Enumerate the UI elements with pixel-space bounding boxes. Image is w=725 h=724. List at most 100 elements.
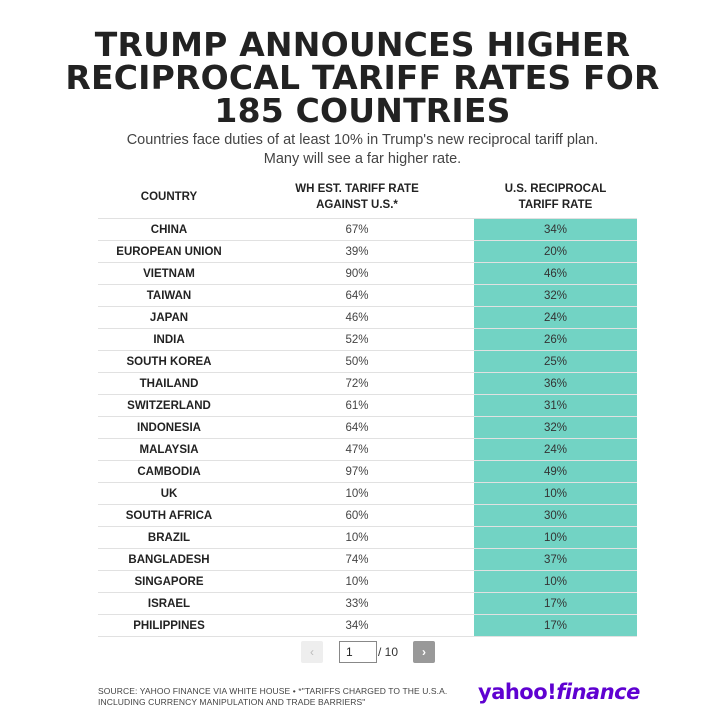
cell-country: BANGLADESH — [98, 548, 240, 571]
cell-country: SOUTH AFRICA — [98, 504, 240, 527]
cell-us-rate: 10% — [474, 482, 637, 505]
cell-wh-rate: 64% — [240, 416, 474, 439]
subtitle: Countries face duties of at least 10% in… — [80, 131, 645, 169]
table-row: THAILAND 72% 36% — [98, 372, 637, 395]
cell-country: CAMBODIA — [98, 460, 240, 483]
logo-yahoo: yahoo — [478, 680, 548, 704]
cell-us-rate: 46% — [474, 262, 637, 285]
cell-country: SWITZERLAND — [98, 394, 240, 417]
table-row: PHILIPPINES 34% 17% — [98, 614, 637, 637]
cell-us-rate: 31% — [474, 394, 637, 417]
cell-country: CHINA — [98, 218, 240, 241]
cell-us-rate: 24% — [474, 438, 637, 461]
page-title: TRUMP ANNOUNCES HIGHER RECIPROCAL TARIFF… — [0, 28, 725, 127]
cell-country: UK — [98, 482, 240, 505]
cell-us-rate: 10% — [474, 526, 637, 549]
header-line: WH EST. TARIFF RATE — [295, 183, 419, 195]
cell-us-rate: 34% — [474, 218, 637, 241]
column-header-us-rate[interactable]: U.S. RECIPROCAL TARIFF RATE — [474, 176, 637, 219]
cell-us-rate: 32% — [474, 416, 637, 439]
cell-us-rate: 26% — [474, 328, 637, 351]
table-row: BANGLADESH 74% 37% — [98, 548, 637, 571]
cell-country: INDONESIA — [98, 416, 240, 439]
cell-wh-rate: 90% — [240, 262, 474, 285]
title-line: TRUMP ANNOUNCES HIGHER — [94, 25, 631, 64]
cell-country: SOUTH KOREA — [98, 350, 240, 373]
cell-wh-rate: 74% — [240, 548, 474, 571]
cell-wh-rate: 39% — [240, 240, 474, 263]
cell-country: EUROPEAN UNION — [98, 240, 240, 263]
table-row: CHINA 67% 34% — [98, 218, 637, 241]
page-number-input[interactable]: 1 — [339, 641, 377, 663]
pagination: ‹ 1 / 10 › — [0, 641, 725, 665]
cell-us-rate: 17% — [474, 592, 637, 615]
table-header-row: COUNTRY WH EST. TARIFF RATE AGAINST U.S.… — [98, 176, 637, 219]
tariff-table: COUNTRY WH EST. TARIFF RATE AGAINST U.S.… — [98, 176, 637, 637]
cell-wh-rate: 61% — [240, 394, 474, 417]
cell-wh-rate: 10% — [240, 570, 474, 593]
table-row: UK 10% 10% — [98, 482, 637, 505]
cell-country: BRAZIL — [98, 526, 240, 549]
table-row: VIETNAM 90% 46% — [98, 262, 637, 285]
cell-us-rate: 20% — [474, 240, 637, 263]
table-row: BRAZIL 10% 10% — [98, 526, 637, 549]
source-note: SOURCE: YAHOO FINANCE VIA WHITE HOUSE • … — [98, 686, 478, 708]
subtitle-line: Many will see a far higher rate. — [263, 151, 462, 167]
cell-wh-rate: 34% — [240, 614, 474, 637]
cell-wh-rate: 33% — [240, 592, 474, 615]
cell-wh-rate: 46% — [240, 306, 474, 329]
table-row: INDONESIA 64% 32% — [98, 416, 637, 439]
cell-us-rate: 25% — [474, 350, 637, 373]
cell-wh-rate: 67% — [240, 218, 474, 241]
table-row: SINGAPORE 10% 10% — [98, 570, 637, 593]
cell-country: MALAYSIA — [98, 438, 240, 461]
next-page-button[interactable]: › — [413, 641, 435, 663]
page-total-label: / 10 — [378, 645, 399, 659]
cell-country: THAILAND — [98, 372, 240, 395]
cell-us-rate: 24% — [474, 306, 637, 329]
cell-wh-rate: 47% — [240, 438, 474, 461]
cell-us-rate: 49% — [474, 460, 637, 483]
cell-us-rate: 32% — [474, 284, 637, 307]
header-line: U.S. RECIPROCAL — [504, 183, 607, 195]
column-header-wh-rate[interactable]: WH EST. TARIFF RATE AGAINST U.S.* — [240, 176, 474, 219]
cell-country: JAPAN — [98, 306, 240, 329]
prev-page-button[interactable]: ‹ — [301, 641, 323, 663]
cell-us-rate: 17% — [474, 614, 637, 637]
cell-wh-rate: 97% — [240, 460, 474, 483]
cell-wh-rate: 52% — [240, 328, 474, 351]
subtitle-line: Countries face duties of at least 10% in… — [126, 132, 599, 148]
logo-finance: finance — [556, 680, 640, 704]
logo-bang: ! — [547, 680, 557, 704]
title-line: 185 COUNTRIES — [214, 91, 511, 130]
cell-country: PHILIPPINES — [98, 614, 240, 637]
title-line: RECIPROCAL TARIFF RATES FOR — [65, 58, 660, 97]
table-row: TAIWAN 64% 32% — [98, 284, 637, 307]
cell-wh-rate: 10% — [240, 482, 474, 505]
cell-wh-rate: 64% — [240, 284, 474, 307]
cell-us-rate: 10% — [474, 570, 637, 593]
table-row: JAPAN 46% 24% — [98, 306, 637, 329]
cell-wh-rate: 50% — [240, 350, 474, 373]
table-row: SOUTH AFRICA 60% 30% — [98, 504, 637, 527]
cell-country: SINGAPORE — [98, 570, 240, 593]
cell-us-rate: 30% — [474, 504, 637, 527]
cell-country: VIETNAM — [98, 262, 240, 285]
column-header-country[interactable]: COUNTRY — [98, 176, 240, 219]
table-row: MALAYSIA 47% 24% — [98, 438, 637, 461]
header-line: COUNTRY — [140, 191, 198, 203]
table-row: CAMBODIA 97% 49% — [98, 460, 637, 483]
chevron-left-icon: ‹ — [310, 645, 314, 659]
table-row: SWITZERLAND 61% 31% — [98, 394, 637, 417]
chevron-right-icon: › — [422, 645, 426, 659]
cell-us-rate: 37% — [474, 548, 637, 571]
table-row: INDIA 52% 26% — [98, 328, 637, 351]
table-row: SOUTH KOREA 50% 25% — [98, 350, 637, 373]
header-line: TARIFF RATE — [518, 199, 593, 211]
cell-country: TAIWAN — [98, 284, 240, 307]
cell-country: INDIA — [98, 328, 240, 351]
cell-country: ISRAEL — [98, 592, 240, 615]
yahoo-finance-logo: yahoo!finance — [478, 680, 640, 704]
header-line: AGAINST U.S.* — [316, 199, 398, 211]
cell-wh-rate: 60% — [240, 504, 474, 527]
